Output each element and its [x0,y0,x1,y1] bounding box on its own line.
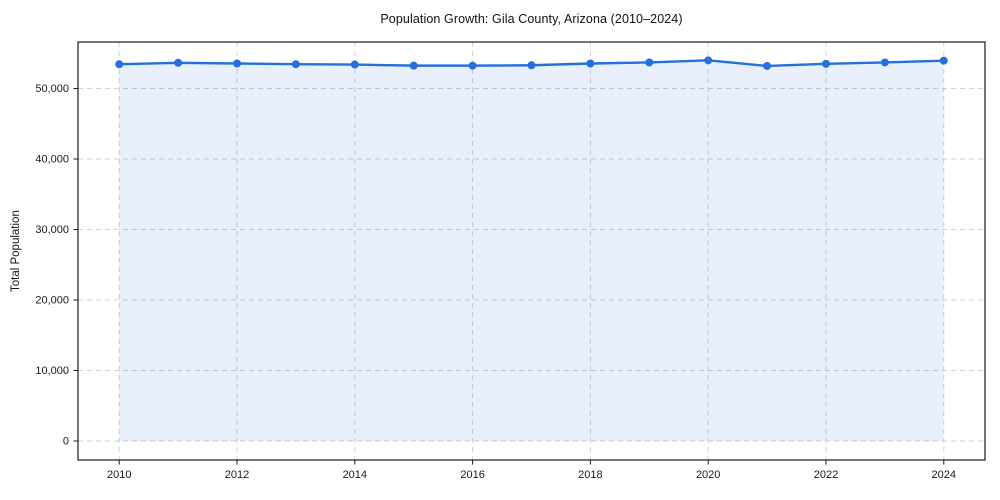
data-point [880,58,889,67]
data-point [174,58,183,67]
data-point [763,61,772,70]
data-point [115,60,124,69]
y-tick-label: 0 [63,435,69,447]
data-points [115,56,948,70]
data-point [233,59,242,68]
data-point [409,61,418,70]
tick-marks [73,88,945,465]
data-point [468,61,477,70]
tick-labels: 2010 2012 2014 2016 2018 2020 2022 2024 0 10,000 2… [35,83,956,481]
data-point [350,60,359,69]
data-point [939,56,948,65]
chart-title: Population Growth: Gila County, Arizona … [380,12,683,26]
y-tick-label: 40,000 [35,154,69,166]
y-tick-label: 20,000 [35,294,69,306]
plot-frame [77,41,986,461]
x-tick-label: 2024 [932,469,956,481]
data-point [586,59,595,68]
x-tick-label: 2022 [814,469,838,481]
x-tick-label: 2018 [578,469,602,481]
data-point [645,58,654,67]
gridlines [78,42,985,460]
x-tick-label: 2010 [107,469,131,481]
x-tick-label: 2016 [460,469,484,481]
y-tick-label: 50,000 [35,83,69,95]
data-point [291,60,300,69]
y-tick-label: 30,000 [35,224,69,236]
y-tick-label: 10,000 [35,365,69,377]
x-tick-label: 2014 [343,469,367,481]
x-tick-label: 2020 [696,469,720,481]
area-fill [119,60,944,441]
data-point [704,56,713,65]
x-tick-label: 2012 [225,469,249,481]
data-point [527,61,536,70]
data-point [821,59,830,68]
